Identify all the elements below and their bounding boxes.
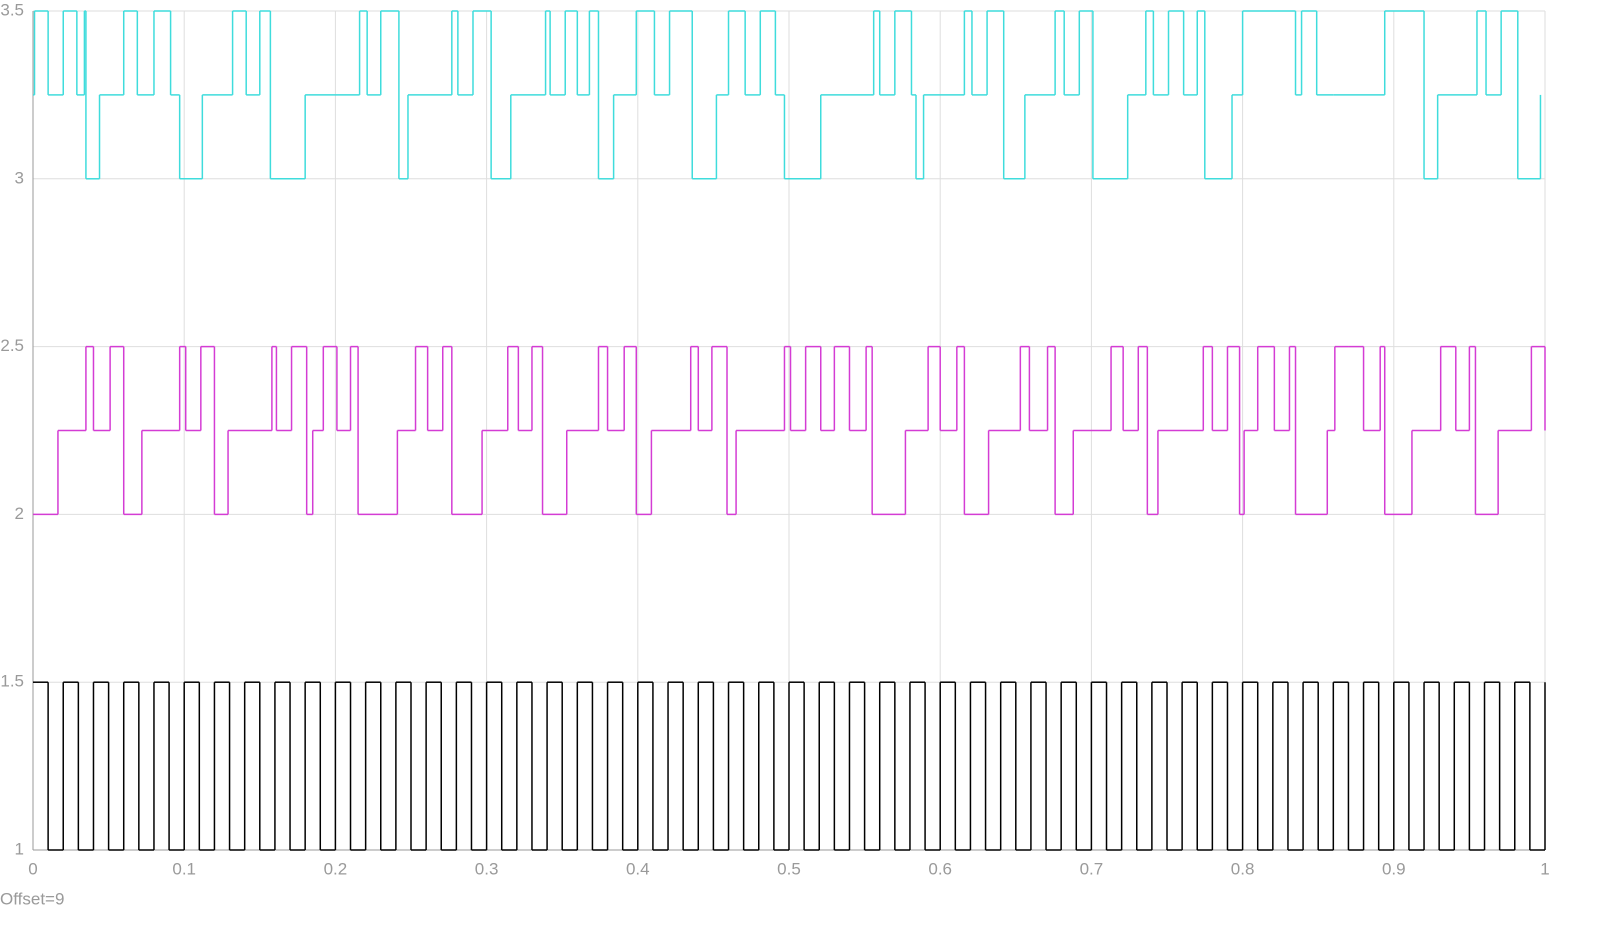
x-tick-label: 0	[28, 859, 37, 878]
y-tick-label: 1.5	[0, 672, 24, 691]
x-tick-label: 0.8	[1231, 859, 1255, 878]
x-tick-label: 0.5	[777, 859, 801, 878]
y-tick-label: 3	[15, 168, 24, 187]
x-tick-label: 0.9	[1382, 859, 1406, 878]
y-tick-label: 3.5	[0, 0, 24, 19]
offset-annotation: Offset=9	[0, 889, 64, 908]
x-tick-label: 0.4	[626, 859, 650, 878]
y-tick-label: 2.5	[0, 336, 24, 355]
y-tick-label: 1	[15, 839, 24, 858]
x-tick-label: 0.7	[1080, 859, 1104, 878]
x-tick-label: 1	[1540, 859, 1549, 878]
y-tick-label: 2	[15, 504, 24, 523]
x-tick-label: 0.3	[475, 859, 499, 878]
x-tick-label: 0.2	[324, 859, 348, 878]
x-tick-label: 0.6	[928, 859, 952, 878]
x-tick-label: 0.1	[172, 859, 196, 878]
